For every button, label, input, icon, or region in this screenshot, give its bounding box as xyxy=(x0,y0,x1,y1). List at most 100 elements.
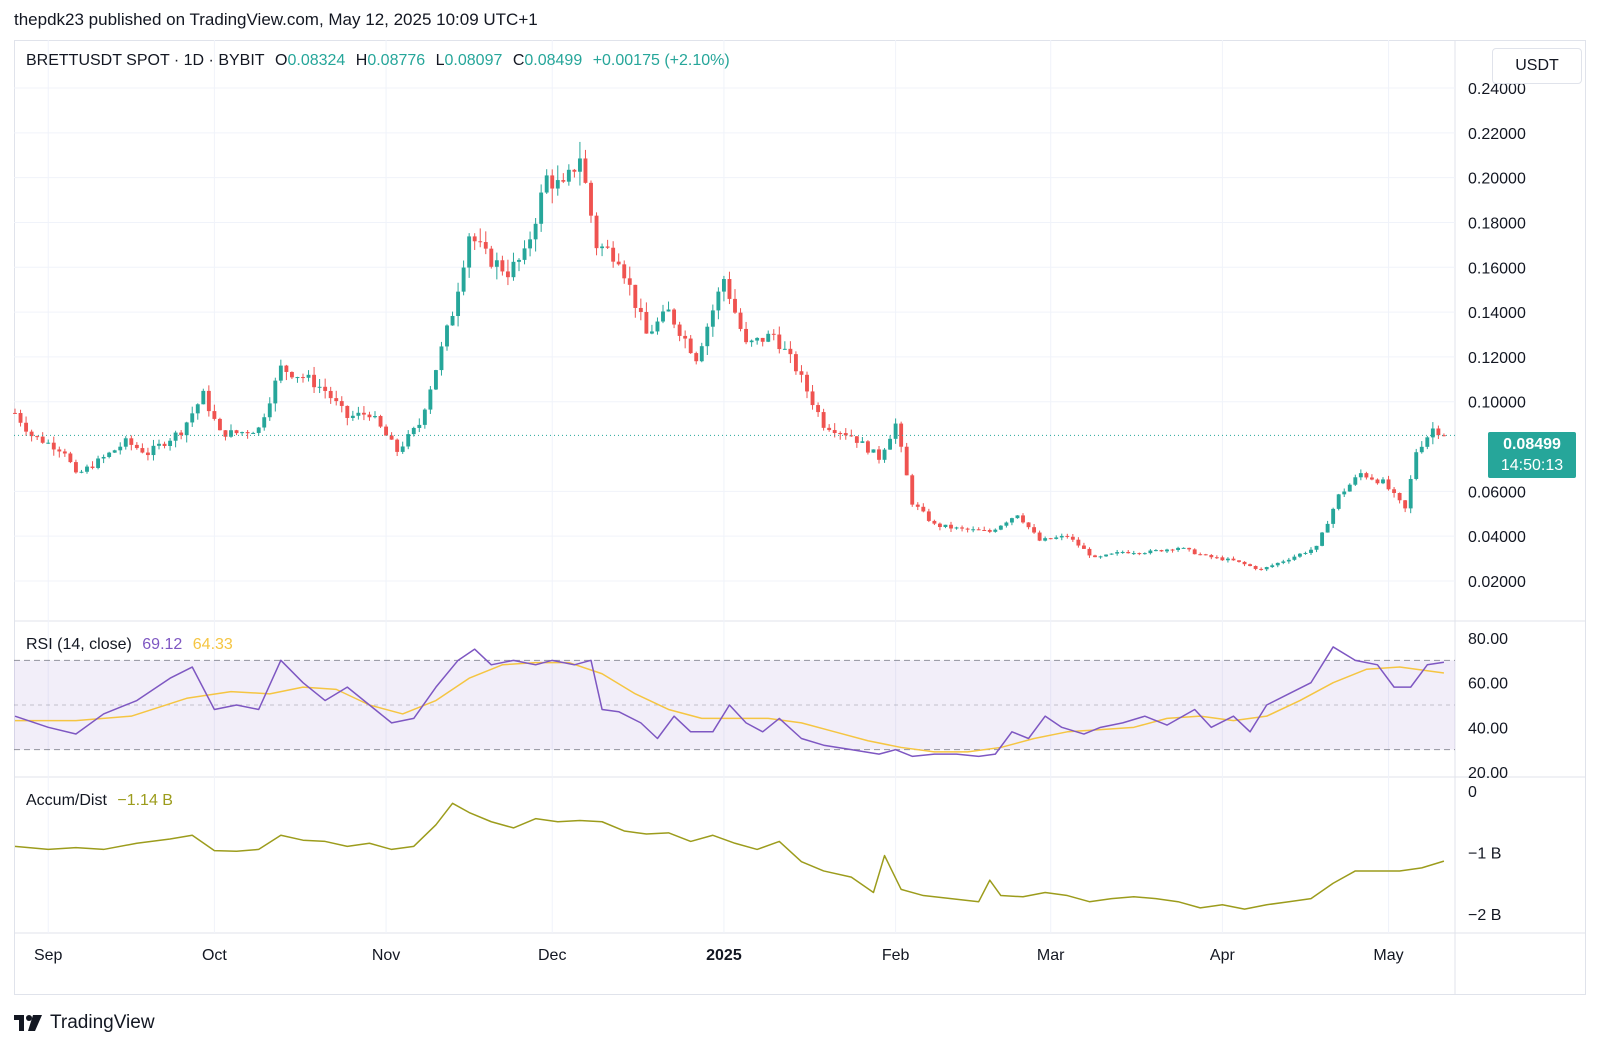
candle-body xyxy=(1065,535,1070,537)
candle-body xyxy=(140,448,145,453)
candle-body xyxy=(1342,491,1347,495)
candle-body xyxy=(782,348,787,350)
change-label: +0.00175 (+2.10%) xyxy=(592,52,730,69)
candle-body xyxy=(206,390,211,412)
candle-body xyxy=(68,453,73,463)
candle-body xyxy=(284,365,289,372)
candle-body xyxy=(683,335,688,339)
tradingview-logo[interactable]: TradingView xyxy=(14,1012,155,1034)
candle-body xyxy=(721,279,726,292)
ad-line xyxy=(14,802,1445,910)
candle-body xyxy=(29,431,34,437)
candle-body xyxy=(62,451,67,454)
candle-body xyxy=(46,442,51,444)
candle-body xyxy=(1347,484,1352,492)
candle-body xyxy=(666,309,671,312)
candle-body xyxy=(334,398,339,402)
candle-body xyxy=(134,444,139,449)
price-tick-label: 0.14000 xyxy=(1468,305,1526,322)
candle-body xyxy=(1375,479,1380,484)
candle-body xyxy=(1098,556,1103,558)
candle-body xyxy=(339,401,344,406)
candle-body xyxy=(915,504,920,507)
candle-body xyxy=(810,391,815,406)
candle-body xyxy=(384,426,389,436)
candle-body xyxy=(1093,555,1097,558)
rsi-tick-label: 40.00 xyxy=(1468,720,1508,737)
candle-body xyxy=(406,434,411,447)
brand-name: TradingView xyxy=(50,1012,155,1033)
ad-legend: Accum/Dist −1.14 B xyxy=(26,792,179,810)
candle-body xyxy=(1081,545,1086,549)
price-tick-label: 0.04000 xyxy=(1468,529,1526,546)
candle-body xyxy=(760,337,765,342)
candle-body xyxy=(145,452,150,456)
candle-body xyxy=(1281,561,1286,563)
candle-body xyxy=(422,409,427,425)
candle-body xyxy=(987,530,992,532)
candle-body xyxy=(373,416,377,418)
candle-body xyxy=(173,432,178,441)
candle-body xyxy=(882,449,887,460)
chart-frame xyxy=(14,40,1586,995)
candle-body xyxy=(240,432,245,434)
candle-body xyxy=(123,438,128,447)
tradingview-icon xyxy=(14,1015,42,1031)
currency-unit-button[interactable]: USDT xyxy=(1492,48,1582,84)
candle-body xyxy=(1220,557,1225,561)
candle-body xyxy=(1297,553,1302,557)
candle-body xyxy=(749,340,754,343)
rsi-tick-label: 20.00 xyxy=(1468,765,1508,782)
candle-body xyxy=(79,471,84,473)
candle-body xyxy=(245,432,250,434)
symbol-label[interactable]: BRETTUSDT SPOT · 1D · BYBIT xyxy=(26,52,265,69)
candle-body xyxy=(251,432,256,434)
candle-body xyxy=(799,371,804,375)
candle-body xyxy=(1187,547,1192,550)
last-price-tag: 0.08499 14:50:13 xyxy=(1488,432,1576,478)
candle-body xyxy=(478,241,483,243)
candle-body xyxy=(555,180,560,189)
x-tick-label: May xyxy=(1373,947,1403,964)
candle-body xyxy=(212,411,217,419)
candle-body xyxy=(1087,548,1092,556)
candle-body xyxy=(566,169,571,182)
candle-body xyxy=(998,525,1003,530)
candle-body xyxy=(1225,558,1230,561)
candle-body xyxy=(921,506,926,512)
candle-body xyxy=(1325,523,1330,533)
rsi-name[interactable]: RSI (14, close) xyxy=(26,636,132,653)
candle-body xyxy=(1292,556,1297,560)
candle-body xyxy=(1358,473,1363,478)
rsi-line xyxy=(14,646,1445,758)
candle-body xyxy=(1436,428,1441,436)
candle-body xyxy=(937,523,942,527)
candle-body xyxy=(1242,561,1247,565)
candle-body xyxy=(1142,553,1147,555)
candle-body xyxy=(577,158,582,172)
candle-body xyxy=(1369,477,1374,480)
candle-body xyxy=(184,422,189,436)
candle-body xyxy=(1419,446,1424,453)
candle-body xyxy=(411,427,416,435)
ad-name[interactable]: Accum/Dist xyxy=(26,792,107,809)
candle-body xyxy=(677,324,682,336)
candle-body xyxy=(744,328,749,343)
candle-body xyxy=(356,412,361,416)
candle-body xyxy=(805,374,809,392)
candle-body xyxy=(1181,547,1186,549)
candle-body xyxy=(467,236,472,268)
candle-body xyxy=(85,466,89,472)
candle-body xyxy=(716,291,721,311)
candle-body xyxy=(1264,567,1269,570)
publish-header: thepdk23 published on TradingView.com, M… xyxy=(14,10,538,29)
candle-body xyxy=(428,389,433,410)
candle-body xyxy=(865,441,870,453)
candle-body xyxy=(157,443,161,446)
candle-body xyxy=(793,354,798,372)
candle-body xyxy=(965,528,970,530)
candle-body xyxy=(1381,479,1385,484)
candle-body xyxy=(96,458,101,468)
candle-body xyxy=(195,404,200,414)
